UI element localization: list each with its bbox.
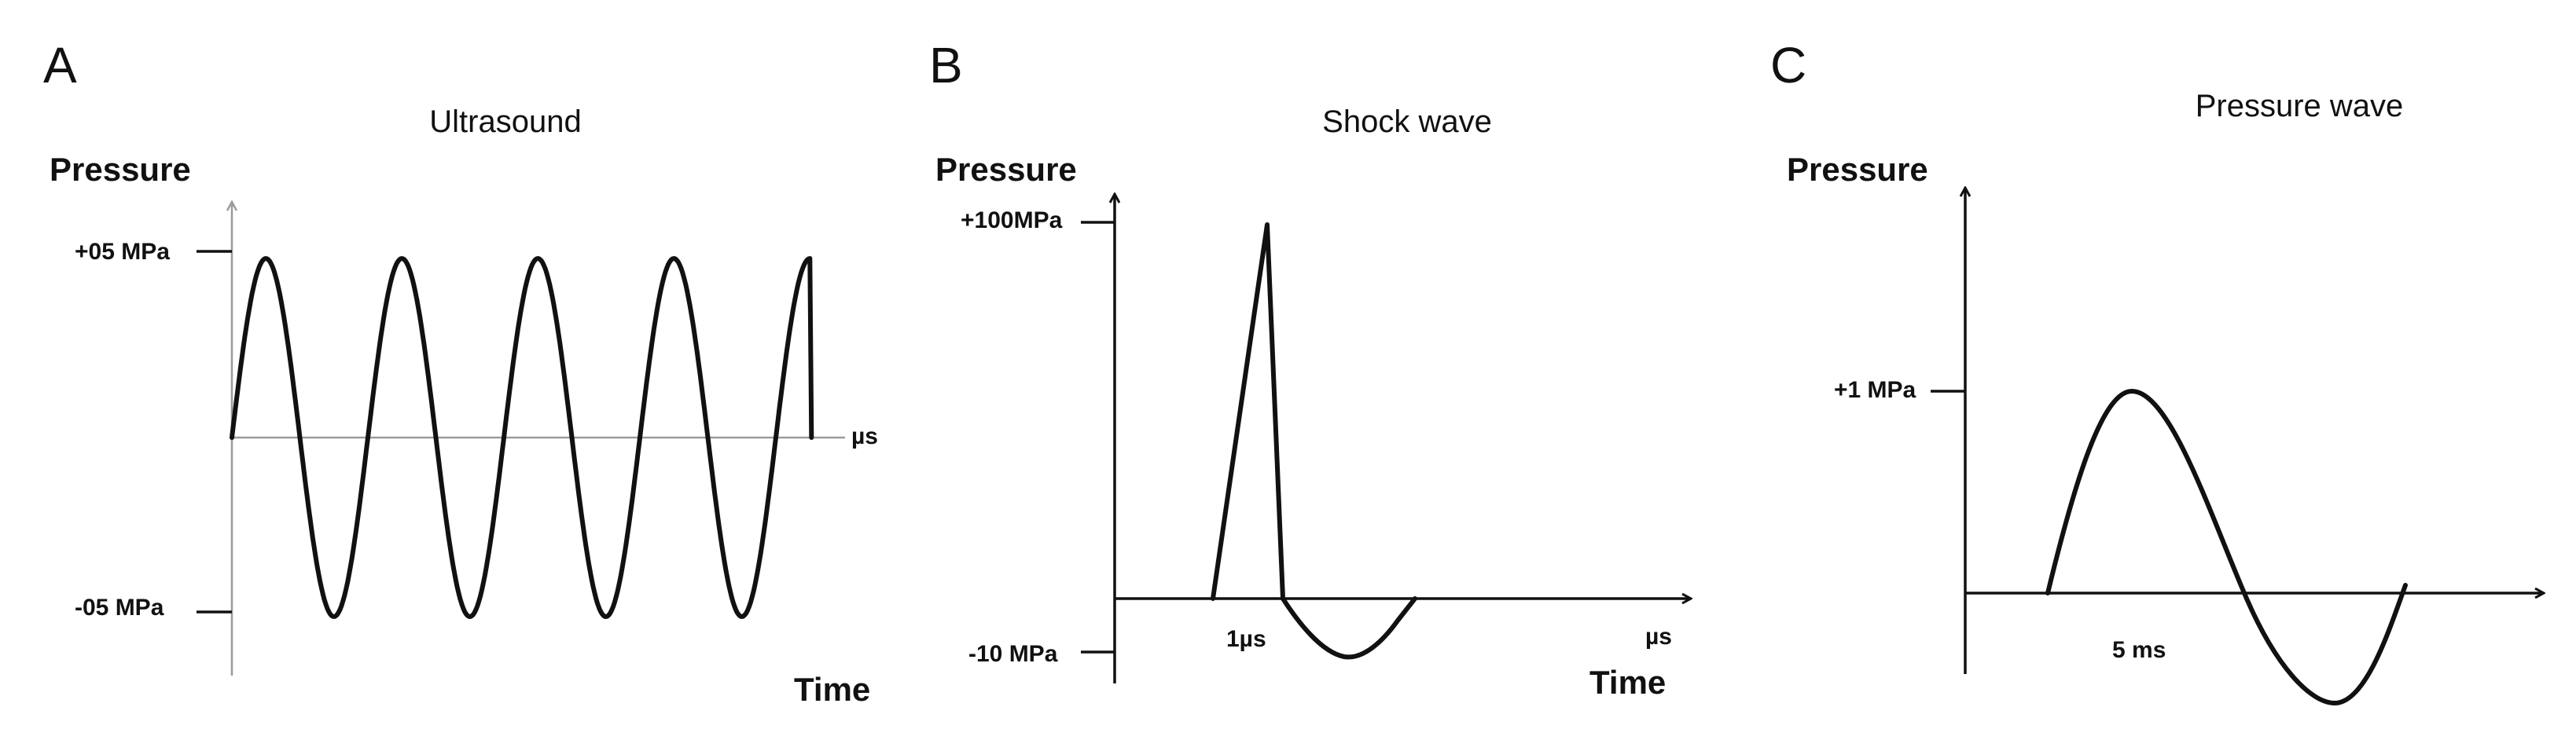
panel-c-tick-positive: +1 MPa: [1834, 377, 1916, 403]
panel-a-letter: A: [43, 37, 77, 93]
panel-b-y-axis-label: Pressure: [935, 151, 1077, 188]
panel-b-shock-wave: [1211, 222, 1417, 660]
panel-a-x-axis-label: Time: [794, 671, 870, 708]
panel-a-y-axis-label: Pressure: [50, 151, 191, 188]
panel-b-tick-negative: -10 MPa: [968, 641, 1058, 667]
panel-a-x-unit: µs: [851, 423, 878, 449]
panel-b-letter: B: [929, 37, 963, 93]
panel-b-x-axis-label: Time: [1589, 664, 1666, 701]
panel-c: C Pressure wave Pressure +1 MPa 5 ms: [1770, 37, 2543, 705]
panel-a: A Ultrasound Pressure Time µs +05 MPa -0…: [43, 37, 878, 708]
panel-b: B Shock wave Pressure Time µs +100MPa -1…: [929, 37, 1690, 701]
panel-b-title: Shock wave: [1322, 104, 1492, 139]
panel-b-tick-positive: +100MPa: [961, 207, 1063, 233]
panel-a-tick-negative: -05 MPa: [75, 595, 164, 621]
panel-c-title: Pressure wave: [2196, 89, 2404, 123]
panel-a-tick-positive: +05 MPa: [75, 239, 170, 265]
panel-c-x-annotation: 5 ms: [2112, 637, 2166, 663]
panel-c-y-axis-label: Pressure: [1787, 151, 1928, 188]
panel-b-x-annotation: 1µs: [1226, 626, 1266, 652]
panel-a-title: Ultrasound: [429, 104, 581, 139]
panel-c-letter: C: [1770, 37, 1806, 93]
panel-b-x-unit: µs: [1645, 624, 1672, 650]
panel-a-ultrasound-wave: [230, 256, 814, 619]
panel-c-pressure-wave: [2045, 389, 2408, 705]
